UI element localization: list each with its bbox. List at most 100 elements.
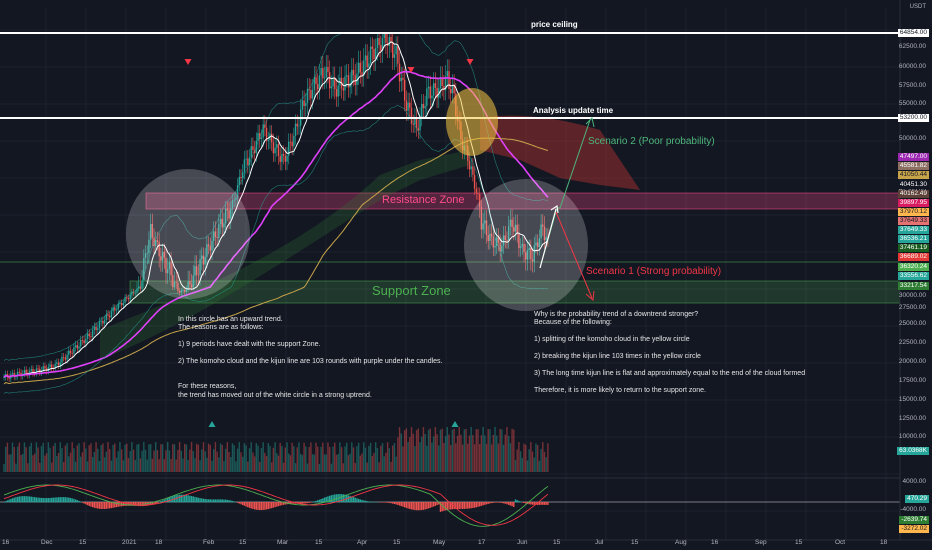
volume-bar bbox=[151, 458, 154, 472]
volume-bar bbox=[182, 458, 184, 472]
volume-bar bbox=[49, 447, 51, 472]
volume-bar bbox=[392, 445, 394, 472]
candle-body bbox=[523, 243, 525, 253]
candle-body bbox=[374, 48, 377, 60]
candle-body bbox=[514, 224, 517, 232]
volume-bar bbox=[531, 451, 534, 472]
volume-bar bbox=[421, 436, 423, 472]
macd-line bbox=[3, 484, 549, 527]
macd-histogram-bar bbox=[530, 502, 532, 505]
candle-body bbox=[473, 174, 476, 189]
bollinger-upper bbox=[3, 32, 548, 362]
macd-histogram-bar bbox=[252, 502, 254, 509]
candle-body bbox=[499, 242, 501, 252]
macd-histogram-bar bbox=[45, 498, 48, 503]
macd-histogram-bar bbox=[81, 502, 84, 503]
macd-histogram-bar bbox=[32, 496, 34, 503]
left-explanation-note: In this circle,has an upward trend. The … bbox=[178, 316, 443, 399]
volume-bar bbox=[308, 447, 310, 472]
candle-body bbox=[120, 302, 123, 306]
volume-bar bbox=[15, 463, 17, 472]
x-tick-label: 17 bbox=[478, 539, 486, 546]
volume-bar bbox=[218, 457, 220, 472]
candle-body bbox=[114, 307, 116, 311]
volume-bar bbox=[383, 456, 385, 472]
macd-histogram-bar bbox=[366, 501, 368, 503]
macd-histogram-bar bbox=[66, 497, 68, 503]
macd-histogram-bar bbox=[523, 502, 525, 504]
candle-body bbox=[390, 36, 392, 42]
candle-body bbox=[429, 86, 431, 99]
candle-body bbox=[432, 83, 435, 96]
candle-body bbox=[74, 345, 77, 348]
volume-bar bbox=[23, 442, 26, 472]
candle-body bbox=[173, 281, 176, 288]
candle-body bbox=[30, 369, 32, 371]
candle-body bbox=[502, 235, 505, 246]
support-zone-label: Support Zone bbox=[372, 283, 451, 298]
volume-bar bbox=[255, 443, 258, 472]
candle-body bbox=[289, 141, 292, 143]
volume-bar bbox=[90, 443, 92, 472]
candle-body bbox=[86, 333, 89, 339]
volume-bar bbox=[80, 456, 82, 472]
macd-histogram-bar bbox=[489, 502, 491, 504]
x-tick-label: May bbox=[433, 539, 446, 546]
macd-histogram-bar bbox=[465, 502, 467, 509]
price-tag: 36689.02 bbox=[897, 253, 929, 261]
volume-bar bbox=[438, 445, 440, 472]
macd-histogram-bar bbox=[289, 502, 292, 504]
macd-histogram-bar bbox=[107, 502, 109, 509]
macd-histogram-bar bbox=[25, 496, 27, 503]
macd-histogram-bar bbox=[344, 494, 346, 503]
volume-bar bbox=[386, 442, 389, 472]
candle-body bbox=[490, 233, 493, 237]
volume-bar bbox=[388, 448, 391, 472]
volume-bar bbox=[202, 442, 205, 472]
macd-histogram-bar bbox=[432, 502, 435, 507]
macd-histogram-bar bbox=[354, 497, 356, 503]
candle-body bbox=[337, 85, 339, 97]
macd-histogram-bar bbox=[504, 502, 506, 504]
macd-histogram-bar bbox=[233, 501, 235, 503]
volume-bar bbox=[180, 450, 183, 472]
candle-body bbox=[103, 319, 106, 324]
volume-bar bbox=[313, 454, 316, 472]
volume-bar bbox=[184, 443, 186, 472]
y-tick-label: 62500.00 bbox=[898, 43, 926, 50]
candle-body bbox=[306, 88, 309, 104]
macd-histogram-bar bbox=[501, 502, 503, 503]
macd-histogram-bar bbox=[216, 499, 218, 503]
price-tag: 40451.30 bbox=[897, 181, 929, 189]
volume-bar bbox=[115, 457, 118, 472]
volume-bar bbox=[112, 444, 114, 472]
x-tick-label: 15 bbox=[393, 539, 401, 546]
macd-histogram-bar bbox=[318, 499, 321, 503]
macd-histogram-bar bbox=[305, 502, 307, 504]
macd-histogram-bar bbox=[536, 502, 539, 505]
volume-bar bbox=[6, 442, 9, 472]
volume-bar bbox=[5, 446, 7, 472]
candle-body bbox=[127, 297, 130, 300]
macd-histogram-bar bbox=[421, 502, 423, 511]
volume-bar bbox=[155, 442, 157, 472]
candle-body bbox=[224, 208, 227, 224]
candle-body bbox=[95, 326, 97, 331]
osc-tick-label: -4000.00 bbox=[900, 506, 926, 513]
candle-body bbox=[489, 233, 491, 242]
volume-bar bbox=[354, 462, 356, 472]
macd-histogram-bar bbox=[451, 502, 454, 510]
macd-histogram-bar bbox=[528, 502, 530, 505]
volume-bar bbox=[120, 449, 123, 472]
macd-histogram-bar bbox=[543, 502, 546, 505]
candle-body bbox=[202, 255, 205, 265]
candle-body bbox=[223, 223, 225, 228]
macd-histogram-bar bbox=[371, 501, 373, 503]
candle-body bbox=[383, 33, 385, 39]
volume-bar bbox=[260, 448, 263, 472]
macd-histogram-bar bbox=[91, 502, 94, 508]
candle-body bbox=[366, 55, 368, 68]
volume-bar bbox=[177, 449, 179, 472]
macd-histogram-bar bbox=[388, 502, 391, 503]
